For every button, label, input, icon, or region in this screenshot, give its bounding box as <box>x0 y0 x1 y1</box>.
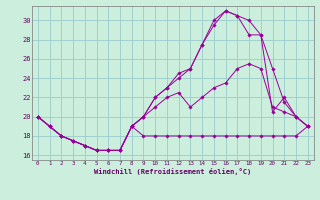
X-axis label: Windchill (Refroidissement éolien,°C): Windchill (Refroidissement éolien,°C) <box>94 168 252 175</box>
